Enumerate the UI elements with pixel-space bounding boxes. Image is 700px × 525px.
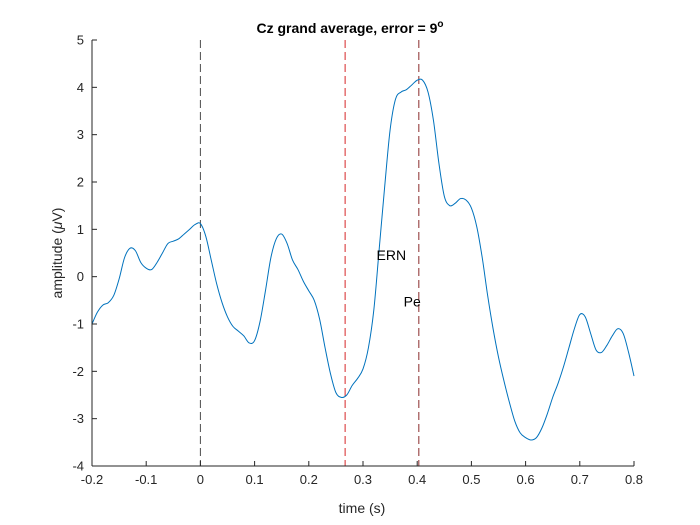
x-tick-label: 0.7 — [571, 472, 589, 487]
annotation-pe: Pe — [404, 293, 421, 309]
x-tick-label: 0.2 — [300, 472, 318, 487]
x-tick-label: 0.3 — [354, 472, 372, 487]
y-tick-label: 3 — [77, 127, 84, 142]
chart-title: Cz grand average, error = 9o — [256, 19, 443, 36]
x-tick-label: 0.4 — [408, 472, 426, 487]
axes: -0.2 -0.1 0 0.1 0.2 0.3 0.4 0.5 0.6 0.7 0.8 -4 -3 -2 -… — [72, 33, 643, 488]
x-tick-label: 0.1 — [246, 472, 264, 487]
chart-title-superscript: o — [437, 19, 443, 30]
y-tick-label: 0 — [77, 269, 84, 284]
y-tick-label: -4 — [72, 459, 84, 474]
x-tick-label: 0.8 — [625, 472, 643, 487]
y-tick-label: -3 — [72, 411, 84, 426]
x-tick-label: 0.5 — [462, 472, 480, 487]
y-tick-label: 1 — [77, 222, 84, 237]
x-tick-label: 0 — [197, 472, 204, 487]
x-tick-label: 0.6 — [517, 472, 535, 487]
y-axis-label: amplitude (μV) — [49, 208, 65, 299]
series-line-0 — [91, 78, 635, 441]
y-axis-label-mu: μ — [49, 221, 65, 230]
y-tick-label: 5 — [77, 33, 84, 48]
y-tick-label: 4 — [77, 80, 84, 95]
y-tick-label: 2 — [77, 175, 84, 190]
plot-area: ERN Pe — [91, 40, 635, 466]
y-tick-label: -2 — [72, 364, 84, 379]
x-tick-label: -0.2 — [81, 472, 103, 487]
annotation-ern: ERN — [377, 247, 407, 263]
y-tick-label: -1 — [72, 317, 84, 332]
x-tick-label: -0.1 — [135, 472, 157, 487]
x-axis-label: time (s) — [339, 500, 386, 516]
